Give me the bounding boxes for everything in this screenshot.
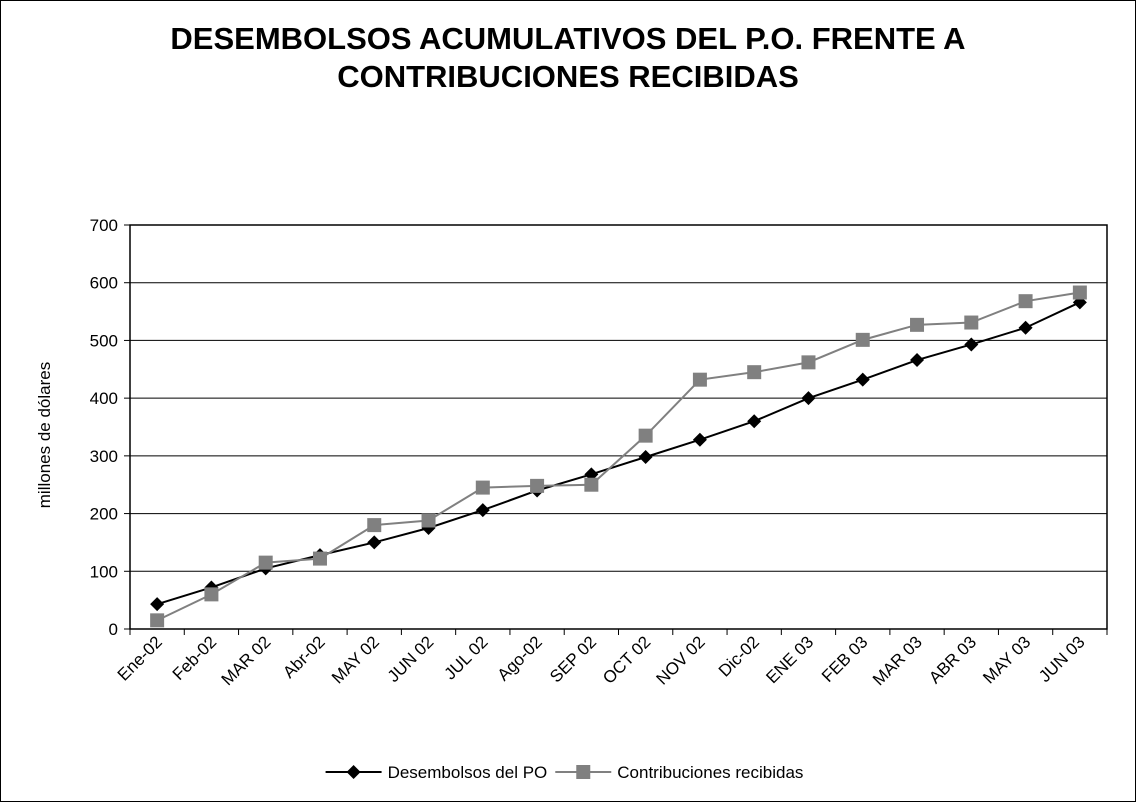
data-point	[855, 372, 870, 387]
data-point	[692, 372, 707, 387]
data-point	[801, 355, 816, 370]
data-point	[638, 450, 653, 465]
y-tick-label: 500	[90, 331, 118, 350]
data-point	[421, 513, 436, 528]
y-tick-label: 600	[90, 274, 118, 293]
data-point	[855, 332, 870, 347]
data-point	[747, 365, 762, 380]
data-point	[964, 337, 979, 352]
data-point	[258, 555, 273, 570]
series-line	[156, 301, 1081, 606]
legend-marker	[346, 765, 361, 779]
y-tick-label: 300	[90, 447, 118, 466]
data-point	[475, 503, 490, 518]
y-axis-label: millones de dólares	[35, 362, 54, 508]
data-point	[530, 478, 545, 493]
data-point	[638, 428, 653, 443]
legend-marker	[576, 765, 591, 779]
data-point	[1072, 285, 1087, 300]
data-point	[204, 587, 219, 602]
y-tick-label: 200	[90, 505, 118, 524]
legend: Desembolsos del PO Contribuciones recibid…	[325, 763, 803, 782]
y-tick-label: 100	[90, 562, 118, 581]
series-line	[156, 291, 1081, 622]
data-point	[910, 317, 925, 332]
data-point	[692, 432, 707, 447]
data-point	[910, 353, 925, 368]
chart-title: DESEMBOLSOS ACUMULATIVOS DEL P.O. FRENTE…	[170, 21, 966, 94]
data-point	[801, 391, 816, 406]
data-point	[1018, 294, 1033, 309]
y-tick-label: 700	[90, 216, 118, 235]
data-point	[367, 518, 382, 533]
data-point	[747, 414, 762, 429]
legend-label: Contribuciones recibidas	[617, 763, 803, 782]
data-point	[367, 535, 382, 550]
data-point	[150, 597, 165, 612]
data-point	[584, 477, 599, 492]
data-point	[150, 613, 165, 628]
y-tick-label: 0	[109, 620, 118, 639]
data-point	[1018, 320, 1033, 335]
legend-label: Desembolsos del PO	[388, 763, 548, 782]
data-point	[475, 480, 490, 495]
y-tick-label: 400	[90, 389, 118, 408]
data-point	[312, 551, 327, 566]
data-point	[964, 315, 979, 330]
